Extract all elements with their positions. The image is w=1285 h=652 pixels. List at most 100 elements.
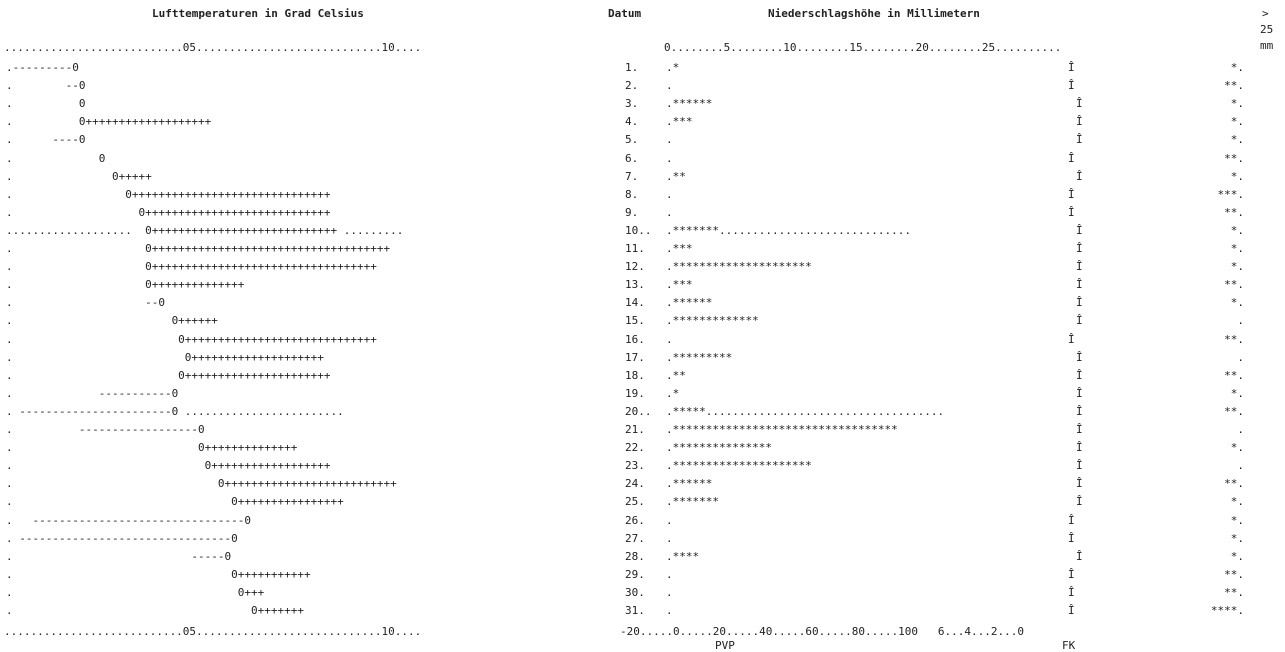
overflow-stars: *. <box>1230 495 1244 508</box>
threshold-marker: Î <box>1068 188 1075 201</box>
threshold-marker: Î <box>1076 260 1083 273</box>
precipitation-bar: .****** <box>666 97 713 110</box>
temperature-bar: . -----0 <box>6 550 232 563</box>
overflow-stars: **. <box>1224 369 1244 382</box>
precipitation-bar: .********************* <box>666 260 812 273</box>
day-label: 12. <box>625 260 645 273</box>
threshold-marker: Î <box>1068 61 1075 74</box>
threshold-marker: Î <box>1068 586 1075 599</box>
precipitation-scale-top: 0........5........10........15........20… <box>664 41 1062 54</box>
day-label: 15. <box>625 314 645 327</box>
temperature-bar: .---------0 <box>6 61 79 74</box>
overflow-stars: **. <box>1224 152 1244 165</box>
threshold-marker: Î <box>1068 604 1075 617</box>
overflow-stars: **. <box>1224 206 1244 219</box>
temperature-bar: . 0++++++++++++++++++++++++++ <box>6 477 397 490</box>
threshold-marker: Î <box>1076 224 1083 237</box>
precipitation-bar: .*** <box>666 115 693 128</box>
precipitation-bar: . <box>666 568 673 581</box>
overflow-stars: *. <box>1230 170 1244 183</box>
precipitation-bar: .************* <box>666 314 759 327</box>
threshold-marker: Î <box>1068 152 1075 165</box>
threshold-marker: Î <box>1076 369 1083 382</box>
overflow-stars: **. <box>1224 586 1244 599</box>
overflow-stars: **. <box>1224 568 1244 581</box>
threshold-marker: Î <box>1076 550 1083 563</box>
overflow-stars: *. <box>1230 387 1244 400</box>
precipitation-bar: . <box>666 333 673 346</box>
overflow-stars: *. <box>1230 61 1244 74</box>
overflow-stars: **. <box>1224 333 1244 346</box>
threshold-marker: Î <box>1076 242 1083 255</box>
overflow-stars: *. <box>1230 296 1244 309</box>
temperature-bar: ................... 0+++++++++++++++++++… <box>6 224 404 237</box>
threshold-marker: Î <box>1076 170 1083 183</box>
temperature-bar: . 0++++++ <box>6 314 218 327</box>
overflow-marker: > <box>1262 7 1269 20</box>
temperature-bar: . -----------0 <box>6 387 179 400</box>
threshold-marker: Î <box>1068 206 1075 219</box>
threshold-marker: Î <box>1068 568 1075 581</box>
threshold-marker: Î <box>1068 79 1075 92</box>
threshold-marker: Î <box>1068 333 1075 346</box>
precipitation-bar: . <box>666 586 673 599</box>
threshold-marker: Î <box>1076 296 1083 309</box>
temperature-bar: . ----0 <box>6 133 86 146</box>
day-label: 18. <box>625 369 645 382</box>
precipitation-bar: .*************** <box>666 441 772 454</box>
temperature-bar: . --0 <box>6 296 165 309</box>
precipitation-bar: . <box>666 604 673 617</box>
temperature-title: Lufttemperaturen in Grad Celsius <box>152 7 364 20</box>
day-label: 17. <box>625 351 645 364</box>
temperature-bar: . -----------------------0 .............… <box>6 405 344 418</box>
day-label: 1. <box>625 61 639 74</box>
temperature-bar: . 0+++++++++++ <box>6 568 311 581</box>
temperature-bar: . 0++++++++++++++++++++ <box>6 351 324 364</box>
overflow-stars: **. <box>1224 405 1244 418</box>
precipitation-bar: .********************************** <box>666 423 898 436</box>
precipitation-bar: .** <box>666 170 686 183</box>
day-label: 7. <box>625 170 639 183</box>
temperature-bar: . --------------------------------0 <box>6 514 252 527</box>
precipitation-title: Niederschlagshöhe in Millimetern <box>768 7 980 20</box>
temperature-bar: . 0++++++++++++++++ <box>6 495 344 508</box>
threshold-marker: Î <box>1076 387 1083 400</box>
bottom-label-pvp: PVP <box>715 639 735 652</box>
threshold-marker: Î <box>1076 351 1083 364</box>
threshold-marker: Î <box>1068 532 1075 545</box>
precipitation-bar: .*****..................................… <box>666 405 945 418</box>
day-label: 11. <box>625 242 645 255</box>
bottom-label-fk: FK <box>1062 639 1076 652</box>
day-label: 22. <box>625 441 645 454</box>
threshold-marker: Î <box>1076 423 1083 436</box>
threshold-marker: Î <box>1076 115 1083 128</box>
precipitation-bar: .****** <box>666 296 713 309</box>
precipitation-bar: .****** <box>666 477 713 490</box>
precipitation-bar: .** <box>666 369 686 382</box>
threshold-marker: Î <box>1076 314 1083 327</box>
overflow-stars: *. <box>1230 260 1244 273</box>
temperature-scale-top: ...........................05...........… <box>4 41 422 54</box>
day-label: 5. <box>625 133 639 146</box>
overflow-stars: *. <box>1230 441 1244 454</box>
precipitation-bar: . <box>666 79 673 92</box>
day-label: 21. <box>625 423 645 436</box>
precipitation-bar: .*** <box>666 242 693 255</box>
overflow-stars: *. <box>1230 550 1244 563</box>
overflow-stars: *. <box>1230 514 1244 527</box>
overflow-stars: . <box>1237 423 1244 436</box>
precipitation-bar: .*** <box>666 278 693 291</box>
overflow-value: 25 <box>1260 23 1274 36</box>
overflow-stars: *. <box>1230 242 1244 255</box>
overflow-stars: **. <box>1224 79 1244 92</box>
day-label: 27. <box>625 532 645 545</box>
overflow-stars: . <box>1237 314 1244 327</box>
overflow-stars: *. <box>1230 115 1244 128</box>
precipitation-bar: . <box>666 152 673 165</box>
temperature-bar: . 0++++++++++++++++++ <box>6 459 331 472</box>
day-label: 20.. <box>625 405 652 418</box>
precipitation-bar: . <box>666 514 673 527</box>
threshold-marker: Î <box>1076 405 1083 418</box>
threshold-marker: Î <box>1076 441 1083 454</box>
